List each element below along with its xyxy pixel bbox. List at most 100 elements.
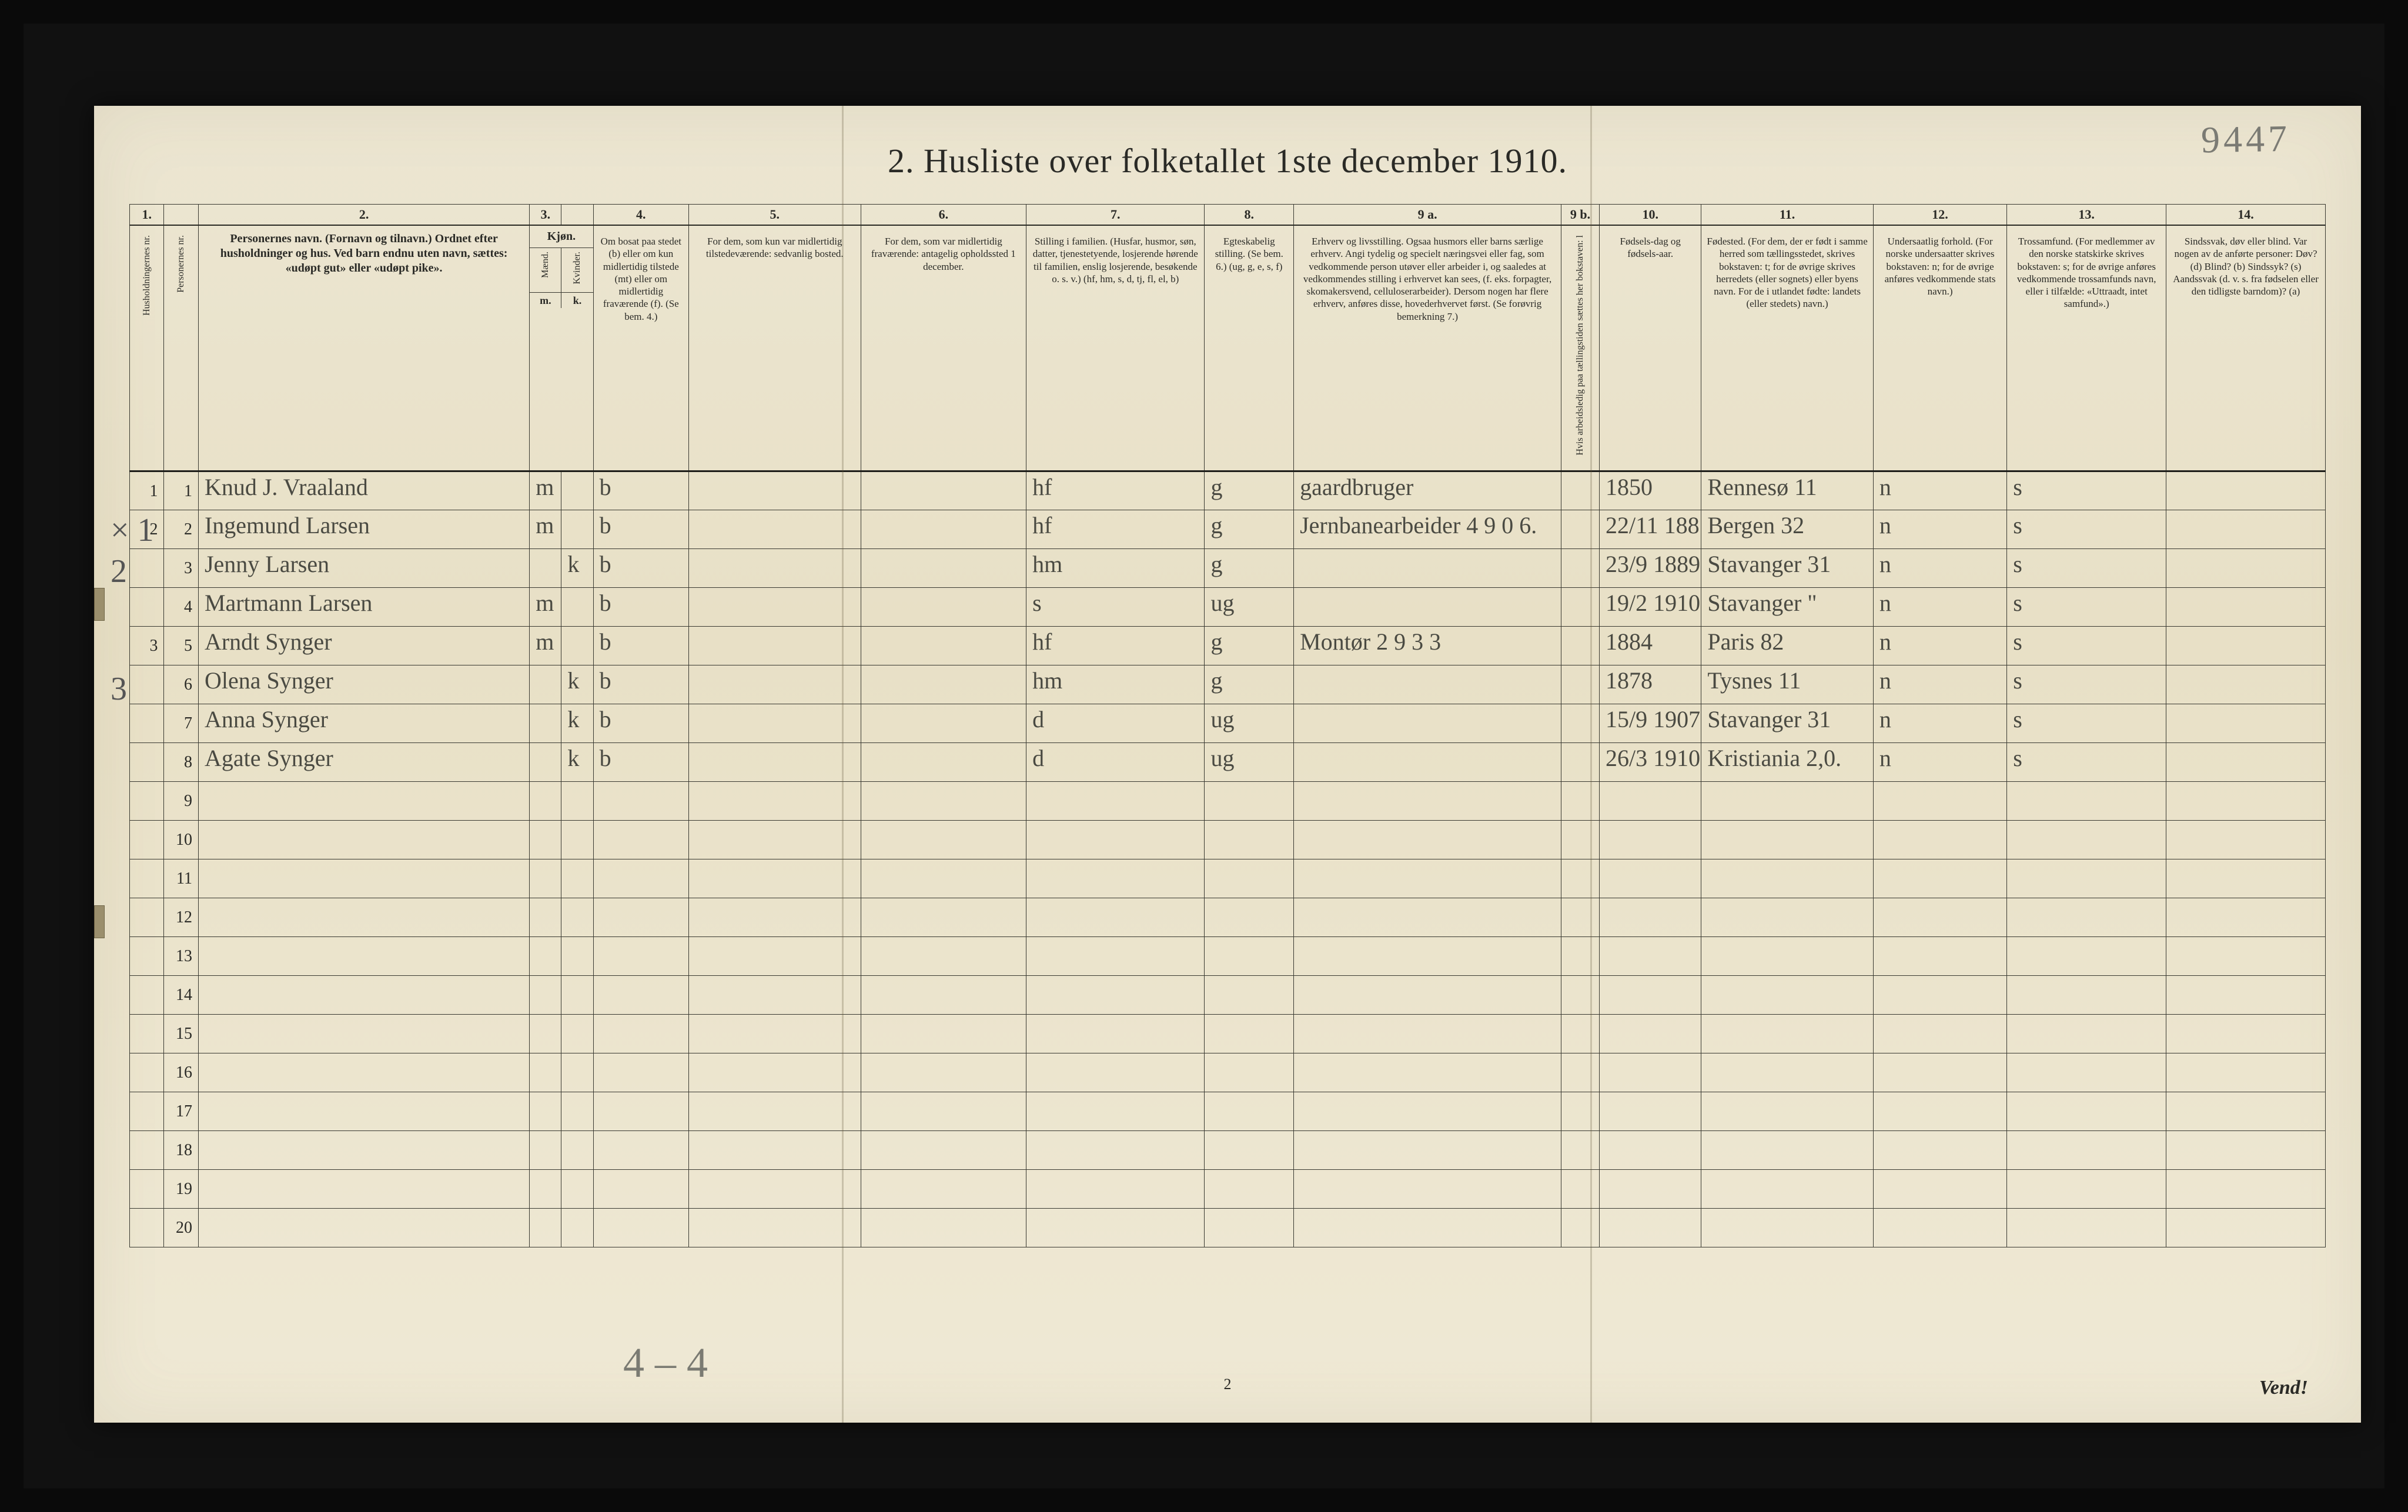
cell-marital: g xyxy=(1205,665,1294,704)
cell-empty xyxy=(561,859,593,898)
cell-household-nr: 3 xyxy=(130,626,164,665)
col-1b-header: Personernes nr. xyxy=(164,225,198,471)
cell-person-nr: 16 xyxy=(164,1053,198,1092)
cell-household-nr xyxy=(130,665,164,704)
cell-empty xyxy=(1205,781,1294,820)
cell-person-nr: 3 xyxy=(164,548,198,587)
cell-empty xyxy=(198,859,529,898)
table-row: 7Anna Syngerkbdug15/9 1907Stavanger 31ns xyxy=(130,704,2326,742)
cell-empty xyxy=(198,1014,529,1053)
cell-6 xyxy=(861,626,1026,665)
cell-empty xyxy=(861,1169,1026,1208)
cell-bosat: b xyxy=(593,626,688,665)
cell-5 xyxy=(689,587,861,626)
cell-empty xyxy=(593,1092,688,1130)
cell-6 xyxy=(861,587,1026,626)
cell-person-nr: 15 xyxy=(164,1014,198,1053)
cell-empty xyxy=(1561,1208,1600,1247)
cell-empty xyxy=(1026,1169,1205,1208)
cell-empty xyxy=(1294,975,1561,1014)
cell-empty xyxy=(593,1130,688,1169)
cell-birthplace: Stavanger 31 xyxy=(1701,704,1873,742)
cell-bosat: b xyxy=(593,548,688,587)
cell-name: Arndt Synger xyxy=(198,626,529,665)
cell-empty xyxy=(2007,936,2166,975)
cell-empty xyxy=(1205,859,1294,898)
cell-empty xyxy=(1873,1130,2006,1169)
cell-5 xyxy=(689,548,861,587)
cell-household-nr xyxy=(130,742,164,781)
column-number: 2. xyxy=(198,205,529,226)
cell-empty xyxy=(1294,936,1561,975)
table-row-empty: 11 xyxy=(130,859,2326,898)
cell-empty xyxy=(1701,1169,1873,1208)
cell-empty xyxy=(1873,1092,2006,1130)
cell-bosat: b xyxy=(593,704,688,742)
cell-household-nr xyxy=(130,1092,164,1130)
cell-14 xyxy=(2166,665,2326,704)
margin-household-mark: 3 xyxy=(111,670,127,708)
column-number: 6. xyxy=(861,205,1026,226)
cell-empty xyxy=(561,1053,593,1092)
cell-empty xyxy=(530,1130,561,1169)
cell-empty xyxy=(1561,1092,1600,1130)
cell-5 xyxy=(689,510,861,548)
cell-empty xyxy=(1205,1092,1294,1130)
cell-empty xyxy=(593,1208,688,1247)
cell-religion: s xyxy=(2007,471,2166,510)
cell-empty xyxy=(1600,820,1701,859)
cell-empty xyxy=(1561,975,1600,1014)
cell-household-nr xyxy=(130,820,164,859)
cell-empty xyxy=(198,1053,529,1092)
cell-empty xyxy=(561,781,593,820)
cell-empty xyxy=(1205,1169,1294,1208)
column-number: 12. xyxy=(1873,205,2006,226)
cell-sex-k: k xyxy=(561,665,593,704)
col-9b-header: Hvis arbeidsledig paa tællingstiden sætt… xyxy=(1561,225,1600,471)
cell-person-nr: 12 xyxy=(164,898,198,936)
cell-empty xyxy=(561,898,593,936)
cell-6 xyxy=(861,510,1026,548)
table-row-empty: 12 xyxy=(130,898,2326,936)
cell-empty xyxy=(2007,975,2166,1014)
col-14-header: Sindssvak, døv eller blind. Var nogen av… xyxy=(2166,225,2326,471)
cell-name: Agate Synger xyxy=(198,742,529,781)
cell-person-nr: 8 xyxy=(164,742,198,781)
cell-person-nr: 1 xyxy=(164,471,198,510)
cell-empty xyxy=(1561,859,1600,898)
cell-bosat: b xyxy=(593,471,688,510)
cell-empty xyxy=(593,1014,688,1053)
staple-mark xyxy=(94,905,105,938)
table-row: 22Ingemund LarsenmbhfgJernbanearbeider 4… xyxy=(130,510,2326,548)
cell-occupation xyxy=(1294,587,1561,626)
cell-sex-k xyxy=(561,626,593,665)
cell-empty xyxy=(593,820,688,859)
cell-nationality: n xyxy=(1873,626,2006,665)
cell-nationality: n xyxy=(1873,548,2006,587)
pencil-annotation-bottom: 4 – 4 xyxy=(623,1339,708,1387)
cell-empty xyxy=(593,975,688,1014)
cell-sex-m xyxy=(530,704,561,742)
col-5-header: For dem, som kun var midlertidig tilsted… xyxy=(689,225,861,471)
cell-empty xyxy=(1026,1092,1205,1130)
cell-empty xyxy=(593,1053,688,1092)
cell-empty xyxy=(689,898,861,936)
cell-empty xyxy=(1561,1014,1600,1053)
cell-empty xyxy=(2166,1014,2326,1053)
cell-empty xyxy=(1205,820,1294,859)
cell-household-nr xyxy=(130,587,164,626)
staple-mark xyxy=(94,588,105,621)
cell-family-pos: hf xyxy=(1026,510,1205,548)
cell-person-nr: 2 xyxy=(164,510,198,548)
cell-empty xyxy=(561,975,593,1014)
cell-household-nr xyxy=(130,781,164,820)
table-row-empty: 14 xyxy=(130,975,2326,1014)
cell-empty xyxy=(1294,820,1561,859)
cell-empty xyxy=(1026,898,1205,936)
cell-empty xyxy=(530,1014,561,1053)
cell-sex-k: k xyxy=(561,742,593,781)
cell-empty xyxy=(861,1053,1026,1092)
table-row: 8Agate Syngerkbdug26/3 1910Kristiania 2,… xyxy=(130,742,2326,781)
cell-birthdate: 23/9 1889 xyxy=(1600,548,1701,587)
cell-empty xyxy=(1294,1130,1561,1169)
